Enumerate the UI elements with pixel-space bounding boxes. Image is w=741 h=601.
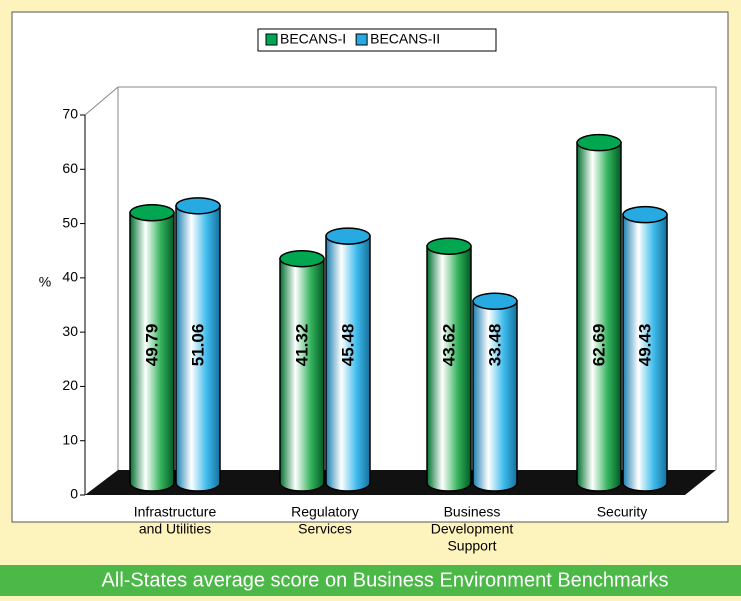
bar-body — [472, 300, 518, 492]
y-tick-label: 70 — [62, 106, 78, 122]
bar-body — [175, 205, 221, 492]
bar: 41.32 — [279, 249, 325, 492]
value-label: 51.06 — [188, 324, 207, 367]
value-label: 49.79 — [142, 324, 161, 367]
bar-body — [279, 257, 325, 492]
bar-top — [279, 249, 325, 268]
bar: 49.79 — [129, 203, 175, 492]
bar-body — [622, 213, 668, 492]
y-axis-label: % — [39, 274, 51, 290]
y-tick-label: 40 — [62, 269, 78, 285]
legend — [257, 28, 497, 52]
x-tick-label: Security — [597, 504, 648, 520]
bar-top — [325, 227, 371, 245]
x-tick-label: Infrastructure — [134, 504, 217, 520]
value-label: 49.43 — [635, 324, 654, 367]
bar-body — [129, 211, 175, 492]
bar: 49.43 — [622, 205, 668, 492]
bar: 33.48 — [472, 292, 518, 492]
legend-label: BECANS-II — [370, 31, 440, 47]
legend-swatch — [355, 33, 368, 46]
value-label: 43.62 — [439, 324, 458, 367]
value-label: 45.48 — [338, 324, 357, 367]
bar: 43.62 — [426, 237, 472, 492]
value-label: 33.48 — [485, 324, 504, 367]
value-label: 62.69 — [589, 324, 608, 367]
x-tick-label: Business — [444, 504, 501, 520]
value-label: 41.32 — [292, 324, 311, 367]
x-tick-label: Support — [447, 538, 496, 554]
x-tick-label: Regulatory — [291, 504, 359, 520]
bar-top — [129, 203, 175, 222]
y-tick-label: 0 — [70, 486, 78, 502]
y-tick-label: 20 — [62, 377, 78, 393]
bar-top — [175, 197, 221, 215]
bar-body — [325, 235, 371, 492]
y-tick-label: 60 — [62, 160, 78, 176]
bar-top — [622, 205, 668, 224]
y-tick-label: 30 — [62, 323, 78, 339]
bar: 45.48 — [325, 227, 371, 492]
y-tick-label: 50 — [62, 214, 78, 230]
bar: 62.69 — [576, 133, 622, 492]
x-tick-label: Development — [431, 521, 514, 537]
x-tick-label: Services — [298, 521, 352, 537]
bar-top — [472, 292, 518, 311]
bar-top — [426, 237, 472, 255]
caption-band — [0, 565, 741, 596]
bar-body — [426, 245, 472, 492]
legend-swatch — [265, 33, 278, 46]
back-wall — [84, 86, 717, 470]
caption: All-States average score on Business Env… — [102, 569, 669, 591]
floor — [85, 470, 716, 495]
legend-label: BECANS-I — [280, 31, 346, 47]
bar-body — [576, 141, 622, 492]
y-tick-label: 10 — [62, 431, 78, 447]
x-tick-label: and Utilities — [139, 521, 211, 537]
bar: 51.06 — [175, 197, 221, 492]
bar-top — [576, 133, 622, 152]
